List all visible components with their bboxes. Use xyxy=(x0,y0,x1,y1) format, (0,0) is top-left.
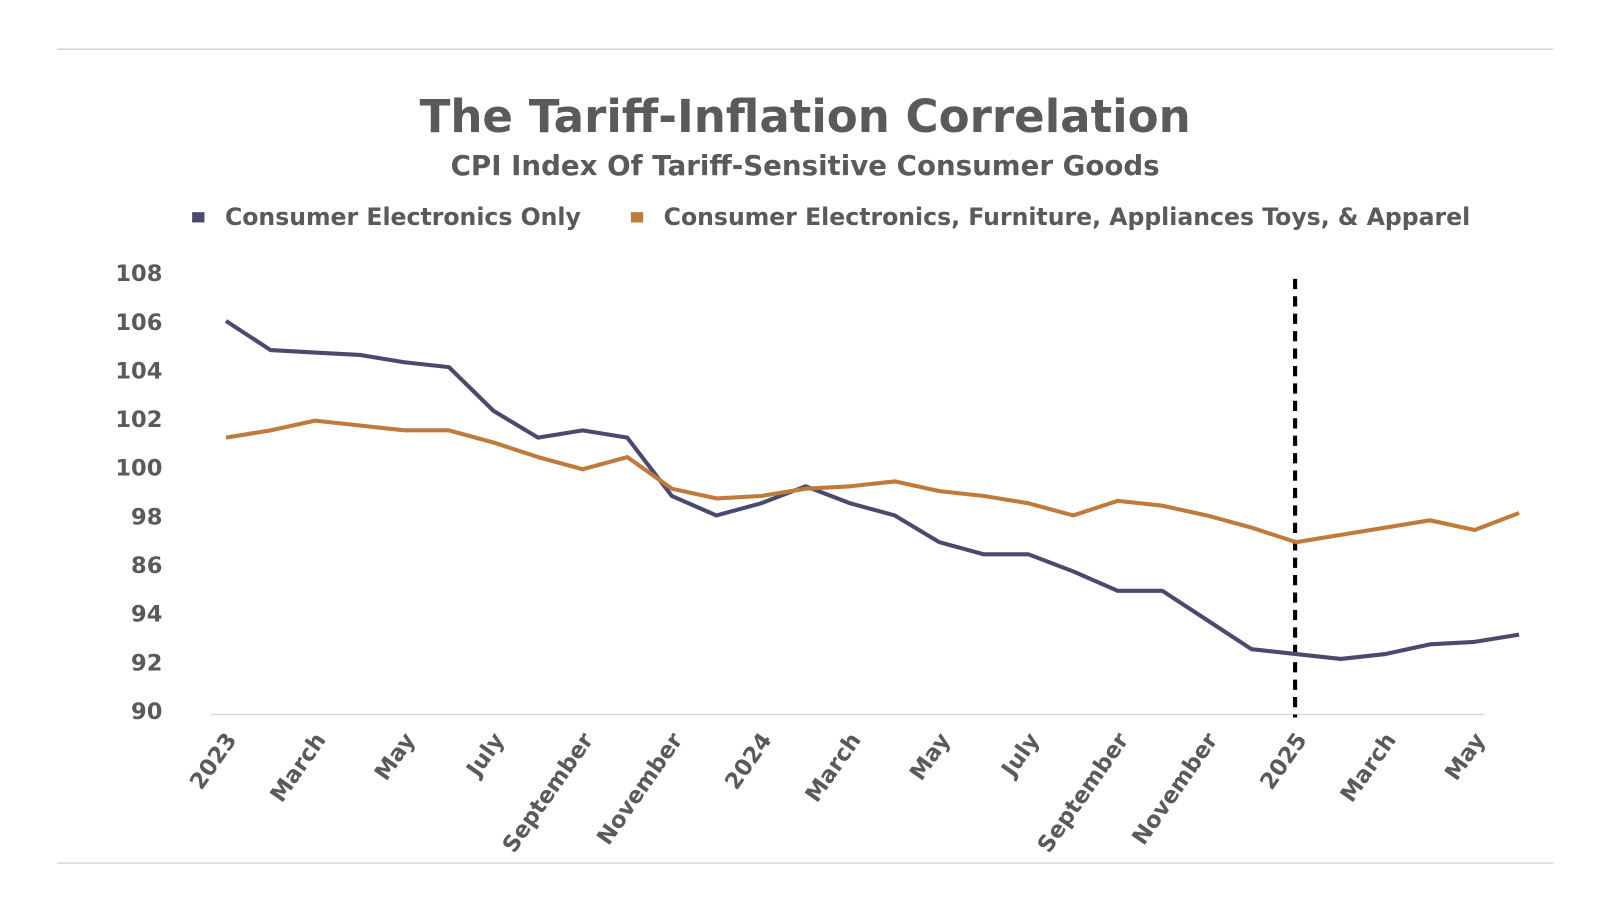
x-tick-label: May xyxy=(1440,728,1491,785)
y-tick-label: 90 xyxy=(131,699,162,725)
x-tick-label: March xyxy=(265,728,331,807)
x-tick-label: 2024 xyxy=(720,728,777,794)
legend-swatch xyxy=(192,212,205,223)
y-tick-label: 86 xyxy=(131,553,162,579)
x-tick-label: July xyxy=(996,728,1046,783)
x-tick-label: September xyxy=(1033,728,1135,858)
x-tick-label: November xyxy=(1127,728,1224,850)
legend-label: Consumer Electronics, Furniture, Applian… xyxy=(664,203,1471,231)
data-line xyxy=(225,418,1520,545)
x-tick-label: November xyxy=(592,728,689,850)
legend-label: Consumer Electronics Only xyxy=(225,203,581,231)
legend-swatch xyxy=(630,212,644,223)
x-tick-label: March xyxy=(1336,728,1402,807)
y-tick-label: 104 xyxy=(115,358,162,384)
data-line xyxy=(224,319,1520,661)
y-tick-label: 102 xyxy=(115,407,162,433)
y-tick-label: 98 xyxy=(131,504,162,530)
x-tick-label: May xyxy=(370,728,421,785)
y-tick-label: 100 xyxy=(115,456,162,482)
y-tick-label: 94 xyxy=(131,602,162,628)
chart-title: The Tariff-Inflation Correlation xyxy=(420,90,1191,143)
chart-subtitle: CPI Index Of Tariff-Sensitive Consumer G… xyxy=(451,149,1160,182)
x-tick-label: 2023 xyxy=(185,728,242,794)
x-tick-label: July xyxy=(461,728,511,783)
y-tick-label: 106 xyxy=(115,310,162,336)
x-tick-label: September xyxy=(498,728,600,858)
x-tick-label: 2025 xyxy=(1255,728,1312,794)
y-tick-label: 92 xyxy=(131,650,162,676)
y-tick-label: 108 xyxy=(115,261,162,287)
x-tick-label: March xyxy=(800,728,866,807)
x-tick-label: May xyxy=(905,728,956,785)
